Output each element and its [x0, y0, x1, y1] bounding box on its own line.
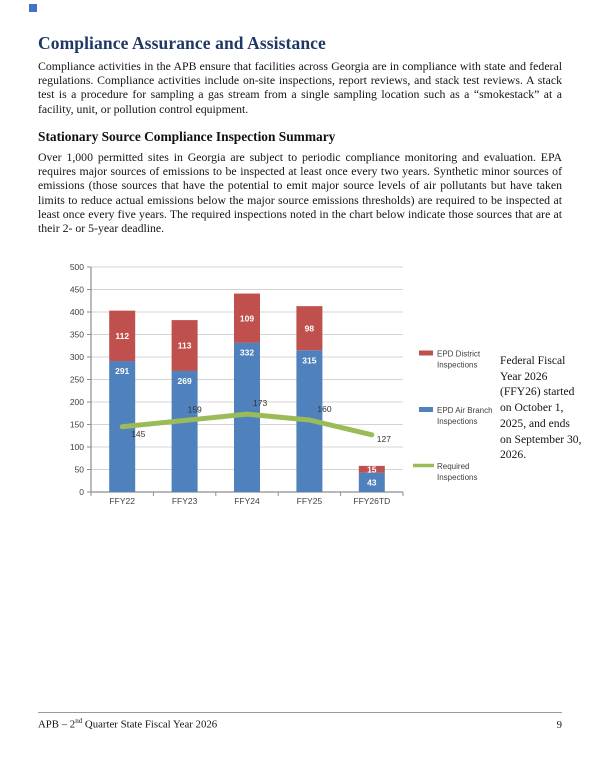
y-axis-label: 350 [70, 330, 84, 340]
ffy26-note-line: 2026. [500, 448, 527, 462]
required-inspections-line [119, 411, 375, 438]
bar-district [234, 293, 260, 343]
summary-paragraph: Over 1,000 permitted sites in Georgia ar… [38, 150, 562, 236]
bar-label-district: 98 [305, 323, 315, 333]
bar-label-district: 109 [240, 313, 254, 323]
y-axis-label: 250 [70, 375, 84, 385]
bar-district [358, 465, 385, 473]
legend-rect-marker [419, 350, 433, 356]
x-axis-label: FFY23 [172, 496, 198, 506]
legend-label: EPD Air Branch [437, 406, 493, 415]
bar-district [171, 320, 198, 371]
x-axis-label: FFY24 [234, 496, 260, 506]
legend-label: EPD District [437, 350, 481, 359]
ffy26-note: Federal Fiscal Year 2026 (FFY26) started… [500, 353, 596, 463]
ffy26-note-line: on September 30, [500, 432, 582, 446]
y-axis-label: 450 [70, 285, 84, 295]
footer-text-prefix: APB – 2 [38, 718, 76, 731]
line-label: 145 [131, 429, 145, 439]
bar-air-branch [171, 370, 198, 492]
line-label: 173 [253, 398, 267, 408]
ffy26-note-line: Federal Fiscal [500, 354, 566, 367]
y-axis-label: 150 [70, 420, 84, 430]
y-axis-label: 200 [70, 397, 84, 407]
y-axis-label: 0 [79, 487, 84, 497]
page-number: 9 [556, 718, 562, 731]
legend-label: Inspections [437, 417, 477, 426]
x-axis-label: FFY26TD [353, 496, 390, 506]
footer-report-title: APB – 2nd Quarter State Fiscal Year 2026 [38, 717, 217, 731]
line-label: 127 [377, 434, 391, 444]
page-title: Compliance Assurance and Assistance [38, 33, 326, 53]
ffy26-note-line: (FFY26) started [500, 385, 575, 399]
bar-label-air-branch: 269 [178, 376, 192, 386]
page-footer: APB – 2nd Quarter State Fiscal Year 2026… [38, 712, 562, 731]
ffy26-note-line: Year 2026 [500, 369, 548, 383]
line-label: 160 [317, 404, 331, 414]
bar-label-air-branch: 291 [115, 366, 129, 376]
x-axis-label: FFY22 [109, 496, 135, 506]
legend-label: Required [437, 462, 469, 471]
legend-label: Inspections [437, 473, 477, 482]
y-axis-label: 400 [70, 307, 84, 317]
y-axis-label: 50 [75, 465, 85, 475]
line-label: 159 [188, 404, 202, 414]
y-axis-label: 500 [70, 262, 84, 272]
footer-text-rest: Quarter State Fiscal Year 2026 [82, 718, 218, 731]
ffy26-note-line: 2025, and ends [500, 416, 570, 430]
intro-paragraph: Compliance activities in the APB ensure … [38, 59, 562, 116]
y-axis-label: 300 [70, 352, 84, 362]
bar-label-district: 113 [178, 341, 192, 351]
bar-district [296, 306, 323, 351]
bar-label-air-branch: 43 [367, 478, 377, 488]
inspections-chart-svg: 0 50 100 150 200 250 300 350 400 450 500 291 112 FFY2… [70, 262, 493, 506]
y-axis-label: 100 [70, 442, 84, 452]
page-marker-square [29, 4, 37, 12]
bar-label-air-branch: 315 [302, 355, 316, 365]
bar-label-district: 112 [115, 331, 129, 341]
footer-ordinal-suffix: nd [75, 717, 83, 725]
bar-air-branch [358, 472, 385, 492]
x-axis-label: FFY25 [297, 496, 323, 506]
bar-label-district: 15 [367, 464, 377, 474]
section-heading: Stationary Source Compliance Inspection … [38, 129, 336, 144]
legend-label: Inspections [437, 361, 477, 370]
bar-label-air-branch: 332 [240, 348, 254, 358]
ffy26-note-line: on October 1, [500, 401, 564, 415]
inspections-chart: 0 50 100 150 200 250 300 350 400 450 500 291 112 FFY2… [55, 256, 500, 518]
legend-rect-marker [419, 407, 433, 412]
bar-district [109, 310, 136, 362]
